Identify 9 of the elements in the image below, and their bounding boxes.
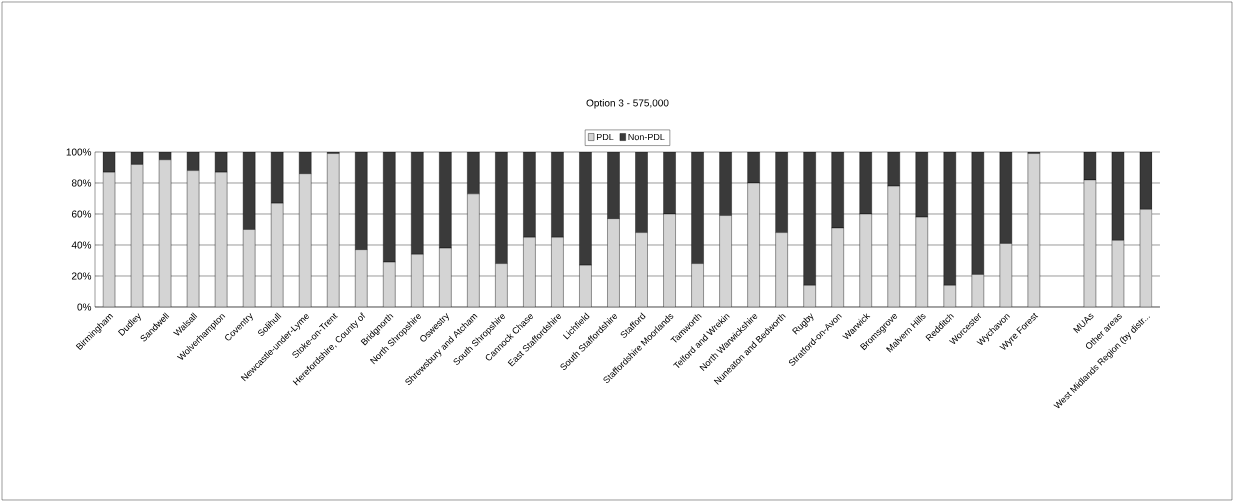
y-tick-label: 100% <box>66 148 92 156</box>
y-tick-label: 80% <box>71 179 92 187</box>
y-tick-label: 20% <box>71 272 92 280</box>
chart-title: Option 3 - 575,000 <box>586 99 669 109</box>
legend-label: PDL <box>596 133 614 141</box>
legend-label: Non-PDL <box>628 133 665 141</box>
y-tick-label: 60% <box>71 210 92 218</box>
y-tick-label: 0% <box>77 303 92 311</box>
y-tick-label: 40% <box>71 241 92 249</box>
